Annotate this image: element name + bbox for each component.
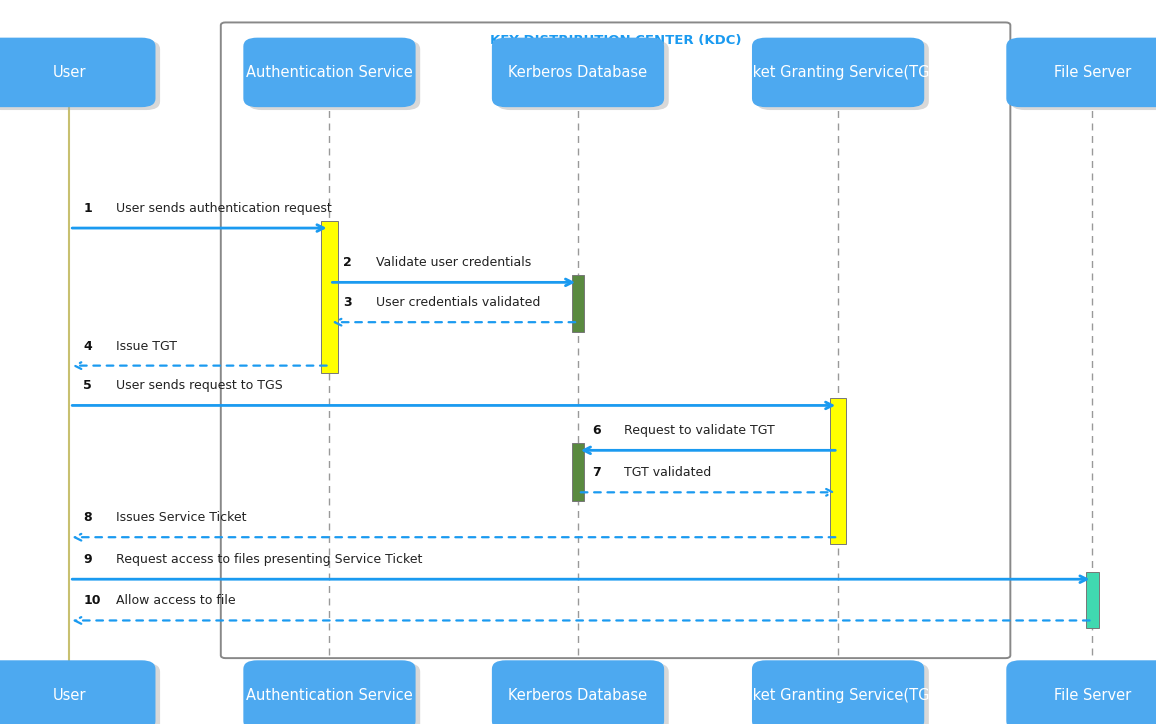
- FancyBboxPatch shape: [1085, 572, 1098, 628]
- Text: Request access to files presenting Service Ticket: Request access to files presenting Servi…: [116, 553, 422, 566]
- FancyBboxPatch shape: [243, 38, 415, 107]
- Text: 7: 7: [592, 466, 601, 479]
- FancyBboxPatch shape: [0, 660, 155, 724]
- FancyBboxPatch shape: [571, 275, 584, 332]
- FancyBboxPatch shape: [0, 41, 160, 110]
- Text: User credentials validated: User credentials validated: [376, 296, 540, 309]
- Text: Issues Service Ticket: Issues Service Ticket: [116, 511, 246, 524]
- FancyBboxPatch shape: [1010, 41, 1156, 110]
- FancyBboxPatch shape: [0, 663, 160, 724]
- Text: Request to validate TGT: Request to validate TGT: [624, 424, 775, 437]
- FancyBboxPatch shape: [751, 38, 925, 107]
- Text: Kerberos Database: Kerberos Database: [509, 688, 647, 702]
- Text: Ticket Granting Service(TGS): Ticket Granting Service(TGS): [732, 688, 944, 702]
- Text: Authentication Service: Authentication Service: [246, 65, 413, 80]
- FancyBboxPatch shape: [247, 663, 420, 724]
- Text: TGT validated: TGT validated: [624, 466, 711, 479]
- Text: 10: 10: [83, 594, 101, 607]
- FancyBboxPatch shape: [571, 443, 584, 501]
- FancyBboxPatch shape: [1010, 663, 1156, 724]
- Text: User: User: [53, 688, 86, 702]
- Text: Validate user credentials: Validate user credentials: [376, 256, 531, 269]
- Text: Allow access to file: Allow access to file: [116, 594, 235, 607]
- FancyBboxPatch shape: [830, 398, 846, 544]
- FancyBboxPatch shape: [321, 221, 338, 373]
- FancyBboxPatch shape: [497, 41, 668, 110]
- Text: User sends authentication request: User sends authentication request: [116, 202, 332, 215]
- Text: Kerberos Database: Kerberos Database: [509, 65, 647, 80]
- Text: 3: 3: [343, 296, 351, 309]
- FancyBboxPatch shape: [497, 663, 668, 724]
- Text: 4: 4: [83, 340, 92, 353]
- Text: File Server: File Server: [1054, 688, 1131, 702]
- Text: 9: 9: [83, 553, 91, 566]
- Text: KEY DISTRIBUTION CENTER (KDC): KEY DISTRIBUTION CENTER (KDC): [490, 34, 741, 47]
- FancyBboxPatch shape: [756, 41, 929, 110]
- Text: 6: 6: [592, 424, 600, 437]
- Text: Authentication Service: Authentication Service: [246, 688, 413, 702]
- FancyBboxPatch shape: [1006, 660, 1156, 724]
- Text: User sends request to TGS: User sends request to TGS: [116, 379, 282, 392]
- Text: File Server: File Server: [1054, 65, 1131, 80]
- Text: 8: 8: [83, 511, 91, 524]
- Text: User: User: [53, 65, 86, 80]
- FancyBboxPatch shape: [751, 660, 925, 724]
- FancyBboxPatch shape: [0, 38, 155, 107]
- Text: Ticket Granting Service(TGS): Ticket Granting Service(TGS): [732, 65, 944, 80]
- Text: Issue TGT: Issue TGT: [116, 340, 177, 353]
- Text: 1: 1: [83, 202, 92, 215]
- Text: 2: 2: [343, 256, 353, 269]
- FancyBboxPatch shape: [492, 38, 664, 107]
- FancyBboxPatch shape: [1006, 38, 1156, 107]
- FancyBboxPatch shape: [492, 660, 664, 724]
- FancyBboxPatch shape: [243, 660, 415, 724]
- FancyBboxPatch shape: [247, 41, 420, 110]
- FancyBboxPatch shape: [756, 663, 929, 724]
- Text: 5: 5: [83, 379, 92, 392]
